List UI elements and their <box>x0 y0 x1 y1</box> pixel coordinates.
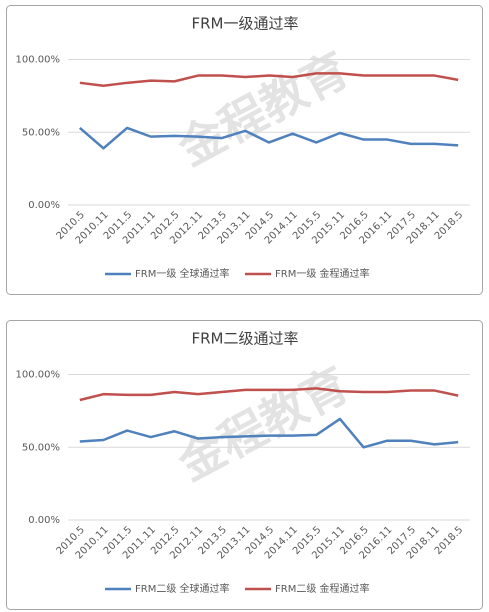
series-line <box>79 72 459 87</box>
series-line <box>79 387 459 402</box>
series-line <box>79 126 459 150</box>
legend-label: FRM一级 全球通过率 <box>135 267 230 280</box>
y-tick-label: 50.00% <box>22 127 60 138</box>
chart-frame <box>6 5 483 295</box>
legend-label: FRM二级 全球通过率 <box>135 582 230 595</box>
legend-label: FRM二级 金程通过率 <box>275 582 370 595</box>
chart-frame <box>6 320 483 610</box>
y-tick-label: 0.00% <box>28 515 60 526</box>
series-line <box>79 417 459 449</box>
chart-title: FRM一级通过率 <box>192 15 299 33</box>
y-tick-label: 50.00% <box>22 442 60 453</box>
legend-label: FRM一级 金程通过率 <box>275 267 370 280</box>
y-tick-label: 100.00% <box>16 55 61 66</box>
chart-title: FRM二级通过率 <box>192 330 299 348</box>
y-tick-label: 100.00% <box>16 370 61 381</box>
y-tick-label: 0.00% <box>28 200 60 211</box>
